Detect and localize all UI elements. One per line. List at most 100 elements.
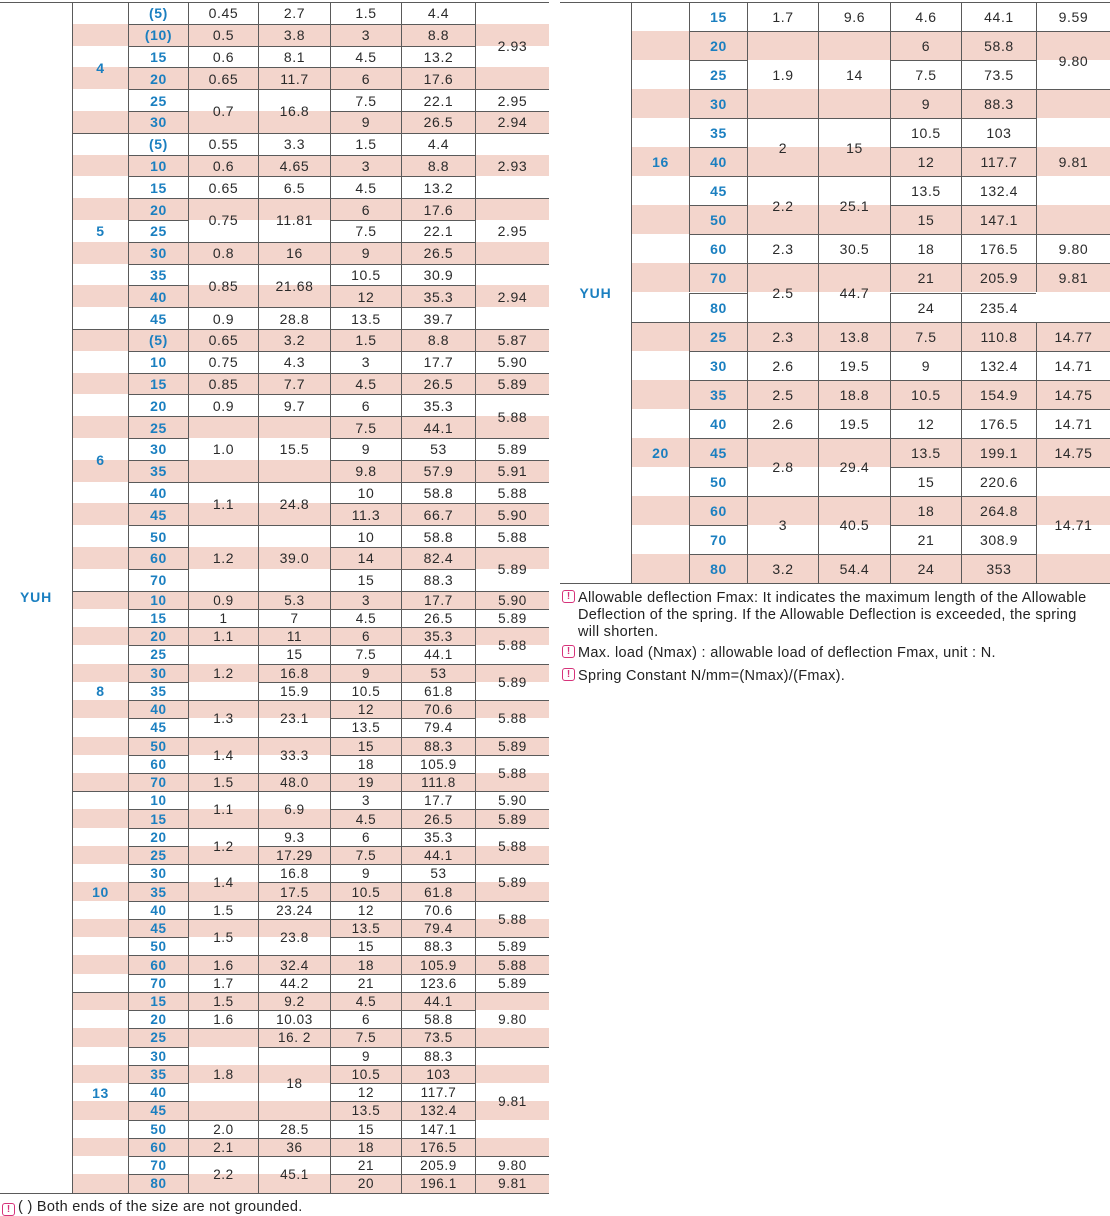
row-stripe (72, 700, 549, 719)
fmax-cell: 15 (890, 205, 961, 235)
size-group-label: 10 (72, 791, 128, 992)
c2-cell: 6.9 (258, 791, 330, 828)
footnote-not-grounded: !( ) Both ends of the size are not groun… (2, 1199, 303, 1216)
row-stripe (72, 198, 549, 220)
nmax-cell: 26.5 (401, 241, 475, 264)
fmax-cell: 9 (330, 438, 401, 460)
fmax-cell: 9 (330, 663, 401, 682)
nmax-cell: 88.3 (401, 568, 475, 591)
note-text: Spring Constant N/mm=(Nmax)/(Fmax). (578, 668, 846, 684)
nmax-cell: 132.4 (961, 350, 1036, 380)
wire-cell: 2.5 (747, 263, 818, 322)
k-cell: 2.93 (475, 2, 549, 90)
fmax-cell: 18 (330, 955, 401, 974)
row-stripe (72, 503, 549, 526)
wire-cell: 0.85 (188, 263, 258, 308)
wire-cell: 1.2 (188, 827, 258, 865)
row-stripe (72, 329, 549, 351)
k-cell: 5.87 (475, 329, 549, 351)
nmax-cell: 88.3 (401, 937, 475, 956)
nmax-cell: 61.8 (401, 681, 475, 701)
length-cell: (5) (128, 132, 188, 155)
length-cell: 20 (128, 394, 188, 417)
fmax-cell: 10.5 (330, 263, 401, 286)
k-cell: 5.90 (475, 791, 549, 810)
fmax-cell: 21 (890, 263, 961, 293)
length-cell: 45 (128, 718, 188, 737)
nmax-cell: 58.8 (401, 1010, 475, 1029)
nmax-cell: 35.3 (401, 394, 475, 417)
c2-cell: 15.5 (258, 416, 330, 482)
length-cell: 80 (689, 553, 747, 583)
nmax-cell: 220.6 (961, 466, 1036, 496)
c2-cell: 4.3 (258, 350, 330, 373)
length-cell: 80 (689, 292, 747, 322)
wire-cell: 1.7 (188, 973, 258, 992)
k-cell: 2.93 (475, 132, 549, 199)
length-cell: 25 (689, 60, 747, 90)
fmax-cell: 6 (330, 827, 401, 846)
fmax-cell: 6 (330, 1010, 401, 1029)
row-stripe (631, 553, 1110, 583)
wire-cell: 1.0 (188, 416, 258, 482)
length-cell: 25 (128, 1028, 188, 1047)
k-cell: 5.91 (475, 459, 549, 482)
row-stripe (72, 23, 549, 46)
c2-cell: 11.7 (258, 67, 330, 90)
nmax-cell: 123.6 (401, 973, 475, 992)
length-cell: 30 (128, 111, 188, 133)
type-label: YUH (579, 284, 612, 301)
fmax-cell: 4.5 (330, 991, 401, 1011)
nmax-cell: 13.2 (401, 176, 475, 199)
fmax-cell: 10.5 (890, 118, 961, 148)
size-group-label: 8 (72, 590, 128, 792)
wire-cell: 1.8 (188, 1028, 258, 1120)
c2-cell: 25.1 (818, 176, 890, 235)
k-cell: 9.81 (475, 1174, 549, 1193)
row-stripe (631, 205, 1110, 235)
k-cell: 5.89 (475, 547, 549, 591)
nmax-cell: 154.9 (961, 379, 1036, 409)
nmax-cell: 147.1 (961, 205, 1036, 235)
nmax-cell: 73.5 (401, 1028, 475, 1047)
nmax-cell: 132.4 (961, 176, 1036, 206)
row-stripe (631, 263, 1110, 293)
table-bottom-border (0, 1192, 549, 1194)
wire-cell: 0.85 (188, 372, 258, 395)
wire-cell: 0.65 (188, 329, 258, 351)
c2-cell: 9.2 (258, 991, 330, 1011)
row-stripe (72, 1137, 549, 1157)
wire-cell: 2.6 (747, 408, 818, 438)
wire-cell: 2.6 (747, 350, 818, 380)
wire-cell: 3 (747, 495, 818, 554)
length-cell: 20 (128, 627, 188, 646)
length-cell: 15 (128, 991, 188, 1011)
wire-cell: 1.1 (188, 627, 258, 646)
fmax-cell: 12 (330, 900, 401, 919)
length-cell: 70 (128, 1156, 188, 1175)
length-cell: 40 (689, 408, 747, 438)
length-cell: 70 (128, 773, 188, 792)
k-cell: 14.71 (1036, 350, 1110, 380)
fmax-cell: 3 (330, 791, 401, 810)
nmax-cell: 61.8 (401, 882, 475, 901)
fmax-cell: 21 (890, 524, 961, 554)
fmax-cell: 3 (330, 350, 401, 373)
fmax-cell: 7.5 (330, 220, 401, 242)
row-stripe (72, 882, 549, 901)
nmax-cell: 4.4 (401, 2, 475, 24)
note-fmax: ! Allowable deflection Fmax: It indicates… (562, 590, 1102, 641)
c2-cell: 9.3 (258, 827, 330, 846)
nmax-cell: 73.5 (961, 60, 1036, 90)
fmax-cell: 9 (330, 241, 401, 264)
nmax-cell: 44.1 (401, 845, 475, 865)
fmax-cell: 3 (330, 590, 401, 609)
wire-cell: 1.9 (747, 31, 818, 119)
nmax-cell: 176.5 (961, 408, 1036, 438)
row-stripe (72, 1028, 549, 1047)
fmax-cell: 9 (330, 111, 401, 133)
length-cell: 50 (128, 525, 188, 547)
wire-cell: 3.2 (747, 553, 818, 583)
length-cell: 15 (128, 608, 188, 628)
nmax-cell: 44.1 (401, 645, 475, 664)
